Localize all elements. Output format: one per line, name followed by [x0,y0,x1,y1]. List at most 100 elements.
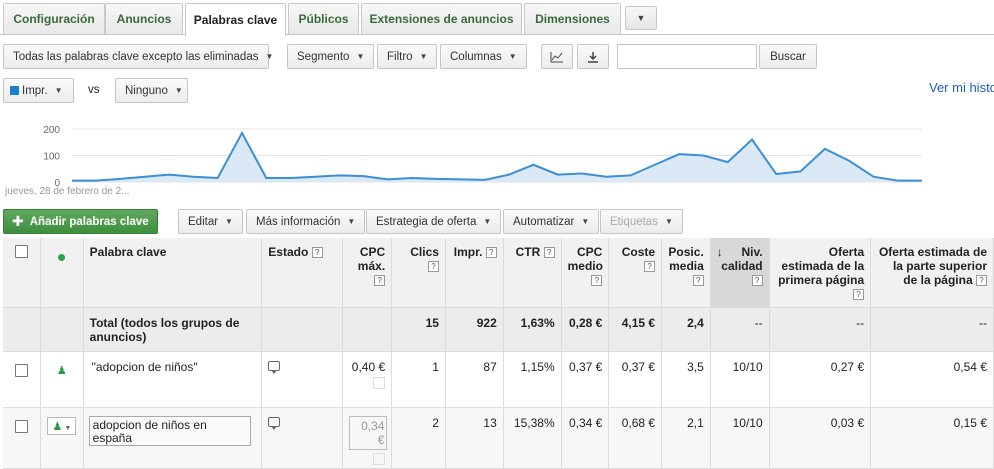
help-icon[interactable]: ? [591,275,602,286]
top-page-bid-cell: 0,15 € [871,407,994,468]
help-icon[interactable]: ? [544,247,555,258]
first-page-bid-header[interactable]: Oferta estimada de la primera página ? [769,238,870,307]
chevron-down-icon: ▼ [637,13,646,23]
series-area [72,133,922,182]
segment-dropdown[interactable]: Segmento▼ [287,44,374,69]
max-cpc-header-label: CPC máx. [358,245,385,273]
vs-label: vs [88,84,100,96]
avg-pos-cell: 3,5 [662,351,711,407]
chart-mini-icon[interactable] [373,453,385,465]
impr-header[interactable]: Impr. ? [445,238,503,307]
total-cell [3,307,41,351]
status-header-label: Estado [268,245,308,259]
bid-strategy-dropdown[interactable]: Estrategia de oferta▼ [366,209,501,234]
keyword-cell[interactable]: "adopcion de niños" [83,351,262,407]
total-ctr: 1,63% [503,307,561,351]
clicks-header[interactable]: Clics ? [392,238,446,307]
add-keywords-button[interactable]: ✚Añadir palabras clave [3,209,158,234]
max-cpc-cell: 0,34 € [343,407,392,468]
max-cpc-value[interactable]: 0,40 € [352,360,385,374]
chevron-down-icon: ▼ [356,52,364,61]
first-page-bid-header-label: Oferta estimada de la primera página [778,245,864,287]
row-checkbox[interactable] [15,420,28,433]
quality-header-label: Niv. calidad [721,245,762,273]
columns-dropdown[interactable]: Columnas ▼ [440,44,527,69]
keyword-edit-cell: adopcion de niños en españa [83,407,262,468]
impr-header-label: Impr. [454,245,483,259]
status-dot-header [41,238,84,307]
more-tabs-button[interactable]: ▼ [625,6,657,30]
avg-cpc-cell: 0,37 € [561,351,609,407]
total-cell [262,307,343,351]
speech-bubble-icon[interactable] [268,361,280,371]
status-dropdown[interactable]: ♟▼ [47,417,76,435]
person-icon[interactable]: ♟ [57,365,67,377]
help-icon[interactable]: ? [428,261,439,272]
chevron-down-icon: ▼ [509,52,517,61]
metric2-dropdown[interactable]: Ninguno▼ [115,78,188,103]
chevron-down-icon: ▼ [175,86,183,95]
automate-dropdown[interactable]: Automatizar▼ [503,209,599,234]
chevron-down-icon: ▼ [225,217,233,226]
row-checkbox[interactable] [15,364,28,377]
search-button[interactable]: Buscar [759,44,817,69]
select-all-checkbox[interactable] [15,245,28,258]
help-icon[interactable]: ? [752,275,763,286]
status-header[interactable]: Estado ? [262,238,343,307]
chart-toggle-button[interactable] [541,44,573,69]
row-select-cell [3,407,41,468]
keyword-edit-field[interactable]: adopcion de niños en españa [89,416,251,446]
help-icon[interactable]: ? [693,275,704,286]
row-status-cell: ♟▼ [41,407,84,468]
filter-dropdown[interactable]: Filtro▼ [377,44,437,69]
edit-dropdown[interactable]: Editar▼ [178,209,243,234]
keyword-filter-dropdown[interactable]: Todas las palabras clave excepto las eli… [3,44,269,69]
labels-dropdown[interactable]: Etiquetas▼ [600,209,683,234]
help-icon[interactable]: ? [374,275,385,286]
help-icon[interactable]: ? [976,275,987,286]
tab-publicos[interactable]: Públicos [288,3,359,34]
quality-header[interactable]: ↓Niv. calidad? [710,238,769,307]
avg-cpc-header-label: CPC medio [568,245,603,273]
cost-header[interactable]: Coste ? [609,238,662,307]
help-icon[interactable]: ? [853,289,864,300]
metric1-label: Impr. [22,85,48,97]
tab-extensiones[interactable]: Extensiones de anuncios [361,3,522,34]
cost-cell: 0,68 € [609,407,662,468]
tab-palabras-clave[interactable]: Palabras clave [185,3,286,36]
keywords-table: Palabra clave Estado ? CPC máx.? Clics ?… [3,238,994,469]
search-input[interactable] [617,44,757,69]
tab-configuracion[interactable]: Configuración [3,3,105,34]
first-page-bid-cell: 0,27 € [769,351,870,407]
line-chart-icon [550,51,564,63]
avg-pos-header-label: Posic. media [668,245,703,273]
row-status-cell: ♟ [41,351,84,407]
row-select-cell [3,351,41,407]
chevron-down-icon: ▼ [483,217,491,226]
speech-bubble-icon[interactable] [268,417,280,427]
top-page-bid-header[interactable]: Oferta estimada de la parte superior de … [871,238,994,307]
keyword-header[interactable]: Palabra clave [83,238,262,307]
max-cpc-field[interactable]: 0,34 € [349,416,387,450]
download-icon [587,51,599,63]
keyword-filter-label: Todas las palabras clave excepto las eli… [13,51,258,63]
tab-dimensiones[interactable]: Dimensiones [524,3,621,34]
ctr-header[interactable]: CTR ? [503,238,561,307]
select-all-cell [3,238,41,307]
columns-label: Columnas [450,51,502,63]
max-cpc-header[interactable]: CPC máx.? [343,238,392,307]
help-icon[interactable]: ? [486,247,497,258]
avg-pos-header[interactable]: Posic. media? [662,238,711,307]
avg-cpc-header[interactable]: CPC medio? [561,238,609,307]
help-icon[interactable]: ? [312,247,323,258]
help-icon[interactable]: ? [644,261,655,272]
chart-mini-icon[interactable] [373,377,385,389]
more-info-dropdown[interactable]: Más información▼ [246,209,365,234]
add-keywords-label: Añadir palabras clave [30,216,149,228]
history-link[interactable]: Ver mi histo [929,80,994,95]
metric1-dropdown[interactable]: Impr.▼ [3,78,74,103]
total-first-page-bid: -- [769,307,870,351]
download-button[interactable] [577,44,609,69]
total-cost: 4,15 € [609,307,662,351]
tab-anuncios[interactable]: Anuncios [105,3,183,34]
